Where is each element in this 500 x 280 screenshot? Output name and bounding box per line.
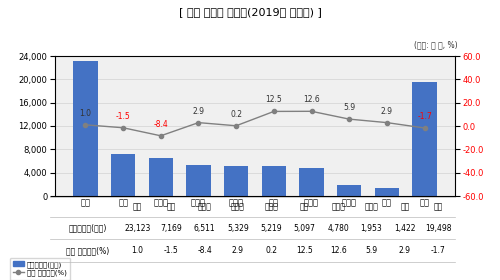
- Text: 철제: 철제: [300, 203, 310, 212]
- Text: 자동차: 자동차: [264, 203, 278, 212]
- Bar: [148, 158, 173, 196]
- Text: -1.5: -1.5: [164, 246, 178, 255]
- Text: [ 주요 품목별 물동량(2019년 상반기) ]: [ 주요 품목별 물동량(2019년 상반기) ]: [178, 7, 322, 17]
- Text: 5.9: 5.9: [343, 103, 355, 112]
- Bar: [186, 165, 210, 196]
- Text: 1,953: 1,953: [360, 224, 382, 233]
- Text: 기타: 기타: [434, 203, 443, 212]
- Bar: [300, 168, 324, 196]
- Text: 5,219: 5,219: [260, 224, 282, 233]
- Text: 화공품: 화공품: [331, 203, 345, 212]
- Text: -8.4: -8.4: [154, 120, 168, 129]
- Text: 0.2: 0.2: [230, 110, 242, 119]
- Text: -1.7: -1.7: [417, 112, 432, 121]
- Bar: [262, 166, 286, 196]
- Text: (단위: 만 톤, %): (단위: 만 톤, %): [414, 41, 458, 50]
- Text: 5,097: 5,097: [294, 224, 316, 233]
- Text: 7,169: 7,169: [160, 224, 182, 233]
- Text: 23,123: 23,123: [124, 224, 151, 233]
- Text: 2.9: 2.9: [381, 107, 393, 116]
- Text: 유류: 유류: [133, 203, 142, 212]
- Text: -1.5: -1.5: [116, 112, 130, 121]
- Text: 19,498: 19,498: [425, 224, 452, 233]
- Text: 광석: 광석: [166, 203, 175, 212]
- Text: 0.2: 0.2: [266, 246, 278, 255]
- Text: 1,422: 1,422: [394, 224, 415, 233]
- Text: 6,511: 6,511: [194, 224, 216, 233]
- Text: 5,329: 5,329: [227, 224, 249, 233]
- Text: 1.0: 1.0: [132, 246, 143, 255]
- Text: 12.6: 12.6: [330, 246, 346, 255]
- Text: 1.0: 1.0: [80, 109, 92, 118]
- Text: 기계류: 기계류: [231, 203, 245, 212]
- Text: 시멘트: 시멘트: [364, 203, 378, 212]
- Text: 목재: 목재: [400, 203, 409, 212]
- Text: 유연탄: 유연탄: [198, 203, 211, 212]
- Bar: [374, 188, 399, 196]
- Text: 5.9: 5.9: [366, 246, 378, 255]
- Text: -1.7: -1.7: [431, 246, 446, 255]
- Text: 2.9: 2.9: [192, 107, 204, 116]
- Bar: [337, 185, 361, 196]
- Bar: [224, 165, 248, 196]
- Text: 진년 동기대비(%): 진년 동기대비(%): [66, 246, 110, 255]
- Text: 12.6: 12.6: [303, 95, 320, 104]
- Bar: [111, 154, 136, 196]
- Bar: [412, 82, 437, 196]
- Text: 출항물동량(만톤): 출항물동량(만톤): [69, 224, 107, 233]
- Text: 12.5: 12.5: [296, 246, 313, 255]
- Text: 4,780: 4,780: [327, 224, 349, 233]
- Text: -8.4: -8.4: [197, 246, 212, 255]
- Text: 12.5: 12.5: [266, 95, 282, 104]
- Text: 2.9: 2.9: [399, 246, 411, 255]
- Legend: 출항물동량(만톤), 진년 동기대비(%): 출항물동량(만톤), 진년 동기대비(%): [10, 258, 70, 280]
- Text: 2.9: 2.9: [232, 246, 244, 255]
- Bar: [73, 61, 98, 196]
